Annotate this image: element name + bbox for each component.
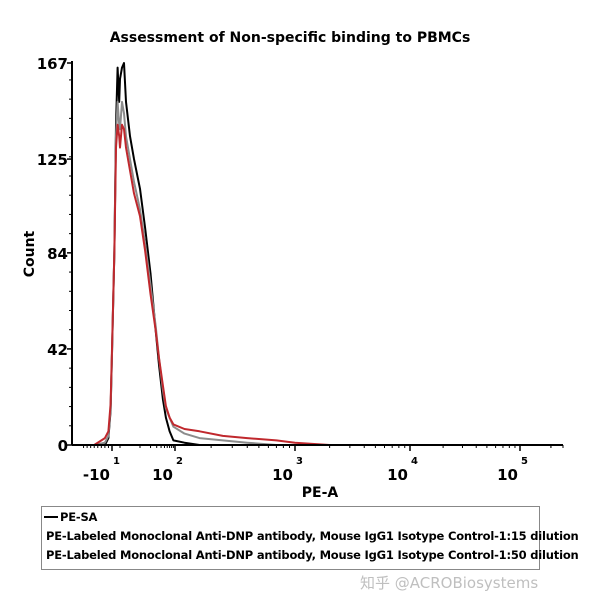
x-tick-label: 10 [387,466,408,484]
chart-title: Assessment of Non-specific binding to PB… [110,30,471,46]
legend-label: PE-Labeled Monoclonal Anti-DNP antibody,… [46,548,579,562]
x-tick-exponent: 5 [521,456,528,467]
legend-item: PE-SA [42,508,539,526]
x-tick-label: -10 [83,466,110,484]
x-tick-label: 10 [272,466,293,484]
x-tick-exponent: 2 [176,456,183,467]
legend: PE-SA PE-Labeled Monoclonal Anti-DNP ant… [41,506,579,570]
legend-label: PE-SA [60,510,98,524]
x-tick-label: 10 [497,466,518,484]
y-axis-label: Count [22,230,38,277]
legend-item: PE-Labeled Monoclonal Anti-DNP antibody,… [42,546,579,564]
x-tick-exponent: 3 [296,456,303,467]
legend-label: PE-Labeled Monoclonal Anti-DNP antibody,… [46,529,579,543]
watermark: 知乎 @ACROBiosystems [360,574,539,592]
x-tick-exponent: 1 [113,456,120,467]
y-tick-label: 167 [37,55,68,73]
x-tick-label: 10 [152,466,173,484]
series-line-3 [93,100,277,446]
legend-swatch-black [44,516,58,518]
series-line-2 [93,123,330,446]
x-tick-exponent: 4 [411,456,418,467]
y-tick-label: 125 [37,151,68,169]
y-tick-label: 42 [47,341,68,359]
legend-item: PE-Labeled Monoclonal Anti-DNP antibody,… [42,527,579,545]
x-axis-label: PE-A [302,485,339,501]
y-tick-label: 84 [47,245,68,263]
y-tick-label: 0 [58,437,68,455]
